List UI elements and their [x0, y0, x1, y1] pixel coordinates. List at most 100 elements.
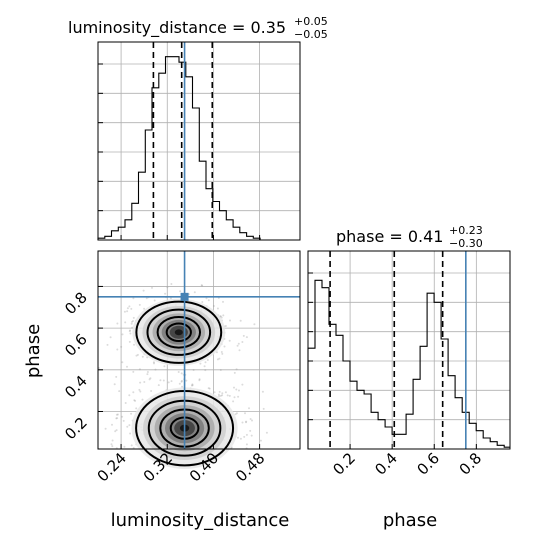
joint-sample-point: [221, 392, 224, 395]
joint-sample-point: [163, 365, 166, 368]
joint-sample-point: [114, 430, 117, 433]
joint-sample-point: [229, 319, 231, 322]
ld-frame: [97, 41, 301, 241]
joint-sample-point: [129, 332, 132, 335]
joint-sample-point: [248, 407, 250, 410]
joint-sample-point: [131, 326, 134, 329]
phase-histogram-steps: [307, 279, 510, 449]
joint-truth-marker: [180, 292, 189, 301]
phase-xtick-label-0: 0.2: [329, 449, 359, 479]
joint-sample-point: [218, 357, 221, 360]
joint-sample-point: [133, 343, 135, 346]
joint-sample-point: [129, 432, 132, 435]
joint-sample-point: [111, 439, 114, 442]
joint-sample-point: [151, 286, 153, 289]
joint-sample-point: [118, 390, 121, 393]
joint-sample-point: [132, 391, 135, 394]
joint-sample-point: [200, 284, 203, 287]
joint-sample-point: [201, 284, 204, 287]
joint-sample-point: [261, 390, 264, 393]
joint-sample-point: [180, 372, 183, 375]
joint-sample-point: [152, 361, 155, 364]
joint-sample-point: [218, 390, 221, 393]
joint-sample-point: [135, 354, 138, 357]
joint-sample-point: [212, 305, 215, 307]
joint-sample-point: [106, 343, 109, 346]
joint-sample-point: [116, 413, 119, 416]
joint-sample-point: [138, 388, 141, 391]
joint-sample-point: [139, 381, 142, 384]
joint-sample-point: [145, 297, 148, 300]
phase-xtick-label-1: 0.4: [371, 449, 401, 479]
joint-sample-point: [250, 434, 253, 437]
joint-sample-point: [129, 329, 132, 332]
joint-xtick-label-0: 0.24: [94, 449, 130, 485]
joint-sample-point: [219, 394, 222, 397]
joint-sample-point: [132, 297, 135, 300]
joint-sample-point: [251, 419, 253, 422]
phase-xtick-label-2: 0.6: [413, 449, 443, 479]
joint-ytick-label-1: 0.4: [61, 372, 91, 402]
joint-sample-point: [216, 358, 219, 361]
joint-sample-point: [115, 429, 118, 432]
joint-sample-point: [265, 431, 268, 434]
joint-sample-point: [124, 402, 127, 404]
title-phase-plus: +0.23: [449, 224, 483, 237]
joint-sample-point: [233, 386, 235, 389]
joint-sample-point: [132, 370, 135, 373]
joint-sample-point: [180, 379, 183, 382]
joint-sample-point: [204, 369, 207, 372]
joint-sample-point: [121, 333, 124, 336]
joint-sample-point: [205, 297, 208, 300]
joint-sample-point: [235, 368, 238, 371]
joint-sample-point: [208, 387, 211, 390]
joint-sample-point: [115, 375, 118, 378]
joint-sample-point: [226, 394, 229, 397]
joint-sample-point: [115, 413, 118, 416]
joint-sample-point: [204, 361, 207, 364]
joint-sample-point: [217, 393, 220, 396]
joint-sample-point: [221, 394, 224, 397]
panel-joint-density: 0.24 0.32 0.40 0.480.20.40.60.8: [61, 250, 301, 485]
joint-sample-point: [191, 384, 194, 387]
joint-sample-point: [126, 307, 129, 310]
x-axis-label-phase: phase: [383, 510, 437, 531]
joint-sample-point: [237, 342, 240, 345]
panel-phase-histogram: 0.2 0.4 0.6 0.8: [307, 250, 511, 479]
joint-frame: [97, 250, 301, 450]
joint-sample-point: [241, 421, 244, 424]
joint-sample-point: [219, 315, 222, 318]
joint-sample-point: [213, 391, 216, 394]
joint-sample-point: [235, 388, 238, 391]
joint-sample-point: [206, 359, 209, 361]
joint-ytick-label-3: 0.8: [61, 289, 91, 319]
joint-sample-point: [143, 307, 146, 310]
joint-sample-point: [138, 368, 141, 371]
joint-sample-point: [123, 445, 126, 448]
phase-frame: [307, 250, 511, 450]
joint-sample-point: [198, 378, 201, 381]
joint-sample-point: [228, 339, 231, 342]
joint-sample-point: [244, 412, 246, 415]
joint-xtick-label-3: 0.48: [232, 449, 268, 485]
joint-sample-point: [224, 391, 227, 394]
phase-xtick-label-3: 0.8: [456, 449, 486, 479]
joint-sample-point: [249, 429, 252, 432]
joint-sample-point: [234, 413, 237, 416]
joint-sample-point: [126, 365, 128, 368]
joint-sample-point: [245, 443, 248, 446]
joint-sample-point: [109, 336, 112, 339]
joint-sample-point: [128, 394, 131, 397]
joint-sample-point: [216, 307, 219, 310]
joint-sample-point: [249, 418, 252, 420]
joint-sample-point: [185, 379, 188, 382]
joint-sample-point: [134, 399, 137, 402]
joint-sample-point: [115, 417, 118, 420]
joint-sample-point: [224, 325, 227, 327]
joint-sample-point: [170, 283, 173, 285]
joint-sample-point: [146, 371, 149, 373]
joint-contour-0-1: [146, 308, 212, 356]
joint-sample-point: [139, 390, 142, 393]
joint-sample-point: [124, 321, 127, 324]
joint-sample-point: [128, 330, 131, 333]
